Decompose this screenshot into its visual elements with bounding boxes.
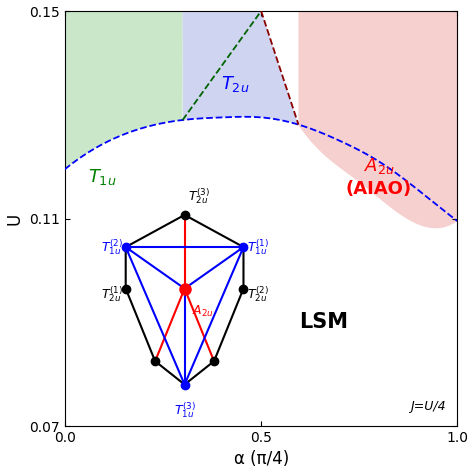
Text: LSM: LSM	[300, 312, 348, 332]
Polygon shape	[299, 11, 457, 426]
X-axis label: α (π/4): α (π/4)	[234, 450, 289, 468]
Text: $A_{2u}$: $A_{2u}$	[191, 304, 214, 319]
Text: $T_{1u}^{(3)}$: $T_{1u}^{(3)}$	[173, 400, 196, 419]
Text: $T_{1u}^{(2)}$: $T_{1u}^{(2)}$	[101, 237, 123, 257]
Text: $T_{2u}^{(2)}$: $T_{2u}^{(2)}$	[246, 284, 269, 303]
Text: $T_{1u}$: $T_{1u}$	[89, 167, 117, 187]
Text: $T_{2u}^{(1)}$: $T_{2u}^{(1)}$	[101, 284, 123, 303]
Text: J=U/4: J=U/4	[410, 400, 446, 413]
Text: $T_{1u}^{(1)}$: $T_{1u}^{(1)}$	[246, 237, 269, 257]
Text: $T_{2u}^{(3)}$: $T_{2u}^{(3)}$	[188, 186, 210, 206]
Polygon shape	[182, 11, 299, 125]
Y-axis label: U: U	[6, 212, 24, 225]
Text: $A_{2u}$
(AIAO): $A_{2u}$ (AIAO)	[346, 156, 412, 198]
Polygon shape	[65, 11, 182, 169]
Text: $T_{2u}$: $T_{2u}$	[221, 73, 250, 94]
